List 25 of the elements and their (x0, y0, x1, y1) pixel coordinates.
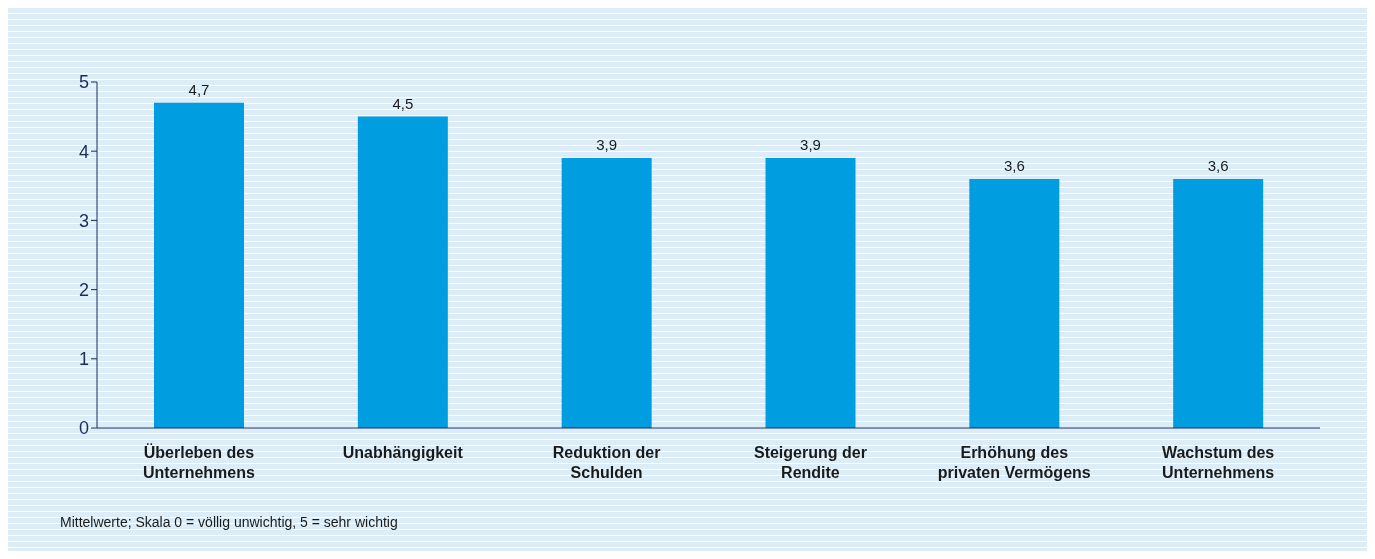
bar (1173, 178, 1264, 428)
y-tick-label: 2 (78, 279, 89, 300)
y-tick-label: 4 (78, 141, 89, 162)
y-tick-label: 1 (78, 349, 89, 370)
x-tick-label: Reduktion der Schulden (552, 444, 661, 481)
bar (765, 158, 856, 428)
bar (357, 116, 448, 428)
bar (561, 158, 652, 428)
y-tick-label: 5 (78, 72, 89, 93)
data-label: 4,7 (188, 80, 210, 98)
y-tick-label: 0 (78, 418, 89, 439)
data-label: 3,9 (800, 136, 821, 154)
bar (154, 102, 244, 428)
x-tick-label: Steigerung der Rendite (753, 444, 867, 481)
bar (969, 178, 1060, 428)
x-tick-label: Erhöhung des privaten Vermögens (937, 444, 1091, 481)
y-tick-label: 3 (78, 210, 89, 231)
x-tick-label: Wachstum des Unternehmens (1161, 444, 1275, 481)
data-label: 4,5 (392, 94, 414, 112)
text: Mittelwerte; Skala 0 = völlig unwichtig, 5 = sehr wichtig (60, 514, 398, 530)
data-label: 3,9 (596, 136, 618, 154)
data-label: 3,6 (1207, 156, 1229, 174)
x-tick-label: Unabhängigkeit (342, 444, 464, 461)
x-tick-label: Überleben des Unternehmens (142, 443, 256, 481)
data-label: 3,6 (1003, 156, 1025, 174)
